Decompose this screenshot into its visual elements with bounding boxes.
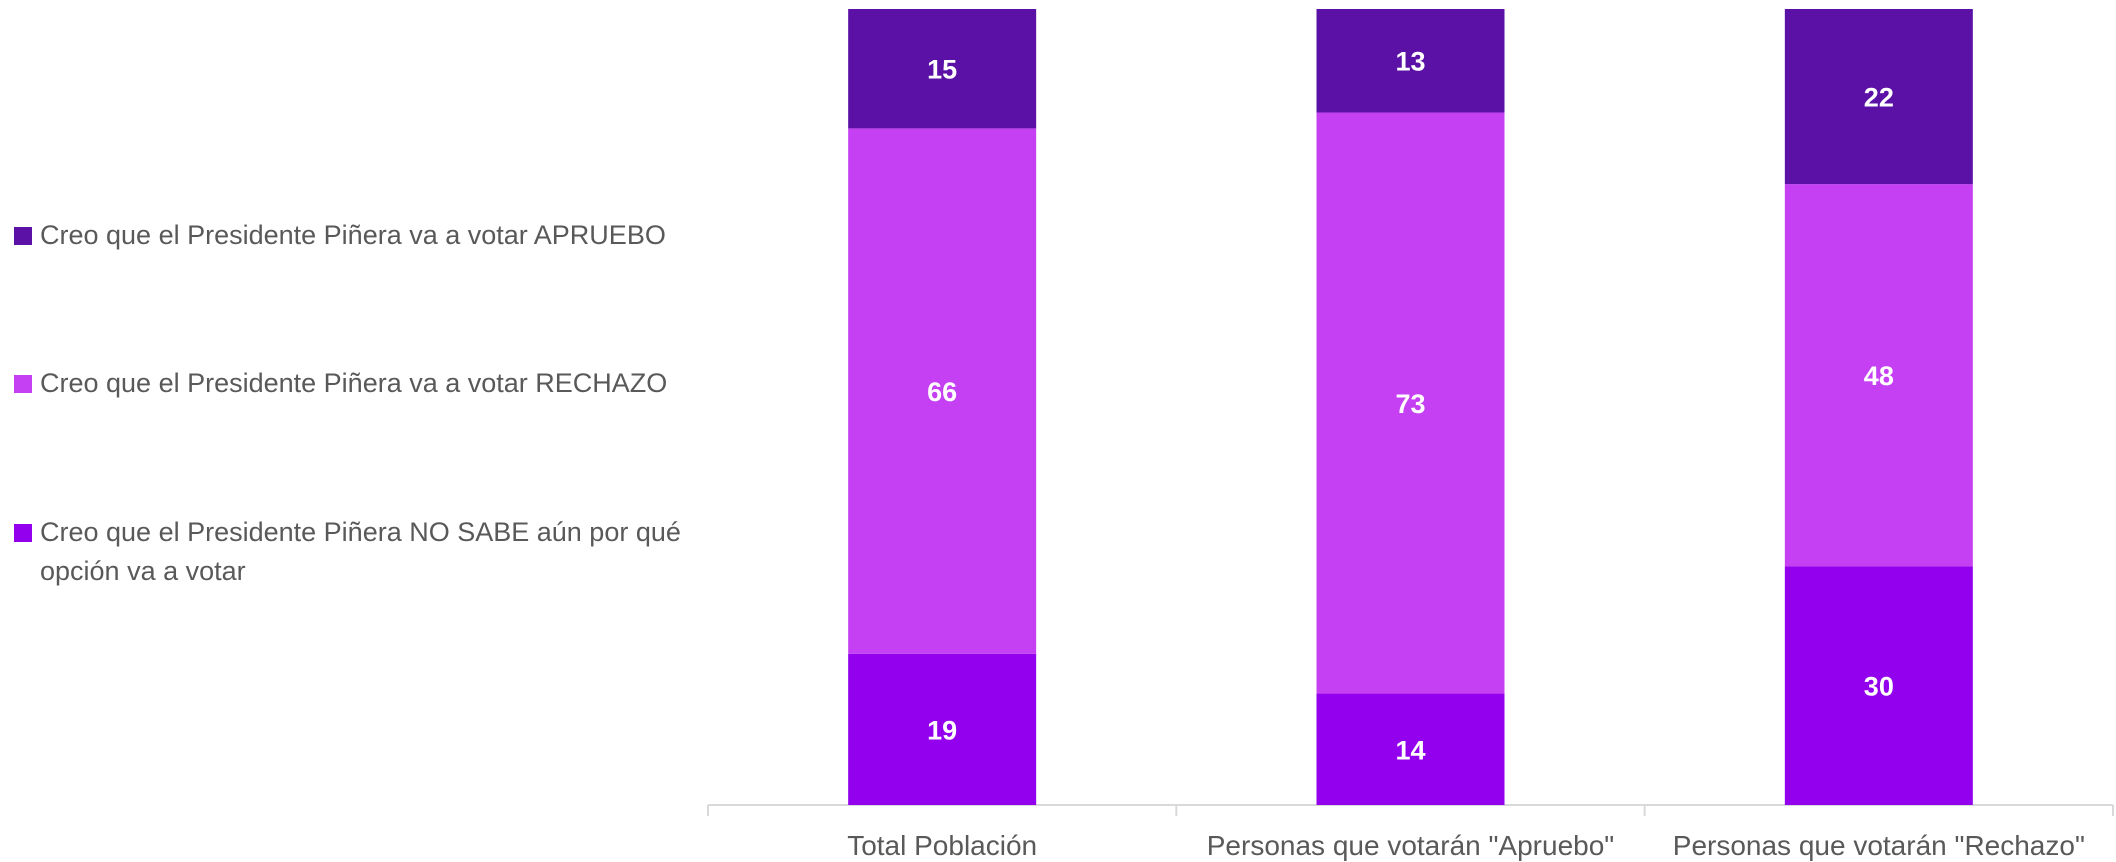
data-label-2-0: 30 bbox=[1864, 672, 1894, 702]
bar-segment-2-2 bbox=[1784, 9, 1973, 185]
legend-label-rechazo: Creo que el Presidente Piñera va a votar… bbox=[40, 368, 668, 398]
legend-label-no-sabe: Creo que el Presidente Piñera NO SABE aú… bbox=[40, 517, 681, 586]
legend-label-aprueba: Creo que el Presidente Piñera va a votar… bbox=[40, 220, 666, 250]
legend-swatch-rechazo bbox=[14, 375, 32, 393]
bar-segment-1-1 bbox=[1316, 112, 1505, 694]
bar-segment-0-2 bbox=[848, 9, 1037, 129]
bar-segment-1-0 bbox=[1316, 693, 1505, 805]
bar-segment-0-0 bbox=[848, 653, 1037, 805]
data-label-0-1: 66 bbox=[927, 377, 957, 407]
bar-segment-0-1 bbox=[848, 128, 1037, 654]
bar-segment-2-1 bbox=[1784, 184, 1973, 567]
data-label-2-1: 48 bbox=[1864, 361, 1894, 391]
legend-swatch-aprueba bbox=[14, 227, 32, 245]
legend-item-rechazo: Creo que el Presidente Piñera va a votar… bbox=[14, 364, 704, 403]
legend-swatch-no-sabe bbox=[14, 524, 32, 542]
data-label-0-0: 19 bbox=[927, 715, 957, 745]
bar-segment-2-0 bbox=[1784, 566, 1973, 805]
legend-item-aprueba: Creo que el Presidente Piñera va a votar… bbox=[14, 216, 704, 255]
data-label-2-2: 22 bbox=[1864, 83, 1894, 113]
data-label-1-0: 14 bbox=[1395, 735, 1425, 765]
data-label-1-2: 13 bbox=[1395, 47, 1425, 77]
x-tick-label-2: Personas que votarán "Rechazo" bbox=[1673, 830, 2085, 861]
data-label-1-1: 73 bbox=[1395, 389, 1425, 419]
x-tick-label-1: Personas que votarán "Apruebo" bbox=[1207, 830, 1614, 861]
bar-segment-1-2 bbox=[1316, 9, 1505, 113]
legend-item-no-sabe: Creo que el Presidente Piñera NO SABE aú… bbox=[14, 513, 704, 591]
data-label-0-2: 15 bbox=[927, 55, 957, 85]
x-tick-label-0: Total Población bbox=[847, 830, 1037, 861]
